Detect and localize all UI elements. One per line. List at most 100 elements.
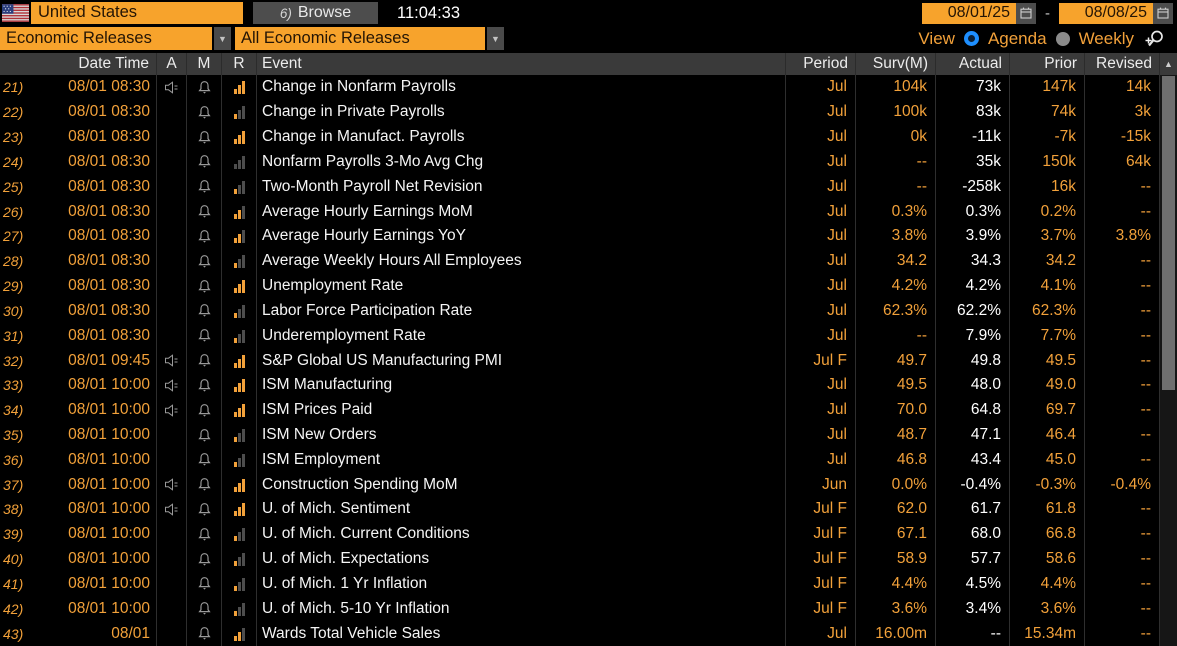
column-header-a[interactable]: A — [157, 53, 187, 75]
notification-cell[interactable] — [187, 397, 222, 423]
survey-value: 0.3% — [856, 199, 936, 224]
country-field[interactable]: United States — [31, 2, 243, 24]
scrollbar-track[interactable] — [1160, 75, 1177, 646]
notification-cell[interactable] — [187, 521, 222, 547]
table-row[interactable]: 37) 08/01 10:00 Construction Spending MoM J… — [0, 472, 1160, 498]
zoom-button[interactable] — [1143, 29, 1165, 49]
survey-value: 3.8% — [856, 223, 936, 249]
bell-icon — [197, 254, 211, 268]
row-datetime: 08/01 08:30 — [68, 277, 150, 295]
relevance-cell — [222, 397, 257, 423]
notification-cell[interactable] — [187, 546, 222, 572]
release-filter-dropdown-arrow-icon[interactable]: ▼ — [487, 27, 504, 50]
table-row[interactable]: 33) 08/01 10:00 ISM Manufacturing Jul 49.5 48… — [0, 372, 1160, 398]
row-number: 21) — [3, 79, 24, 96]
table-row[interactable]: 35) 08/01 10:00 ISM New Orders Jul 48.7 47.1 4… — [0, 422, 1160, 448]
notification-cell[interactable] — [187, 248, 222, 274]
bell-icon — [197, 105, 211, 119]
speaker-icon — [165, 354, 178, 367]
table-row[interactable]: 39) 08/01 10:00 U. of Mich. Current Condit… — [0, 521, 1160, 547]
event-name: Change in Private Payrolls — [257, 99, 786, 125]
view-option-agenda[interactable]: Agenda — [987, 28, 1047, 48]
table-row[interactable]: 24) 08/01 08:30 Nonfarm Payrolls 3-Mo Avg … — [0, 149, 1160, 175]
column-header-period[interactable]: Period — [786, 53, 856, 75]
sort-ascending-icon[interactable]: ▲ — [1164, 59, 1173, 69]
table-row[interactable]: 38) 08/01 10:00 U. of Mich. Sentiment Jul F… — [0, 497, 1160, 522]
radio-agenda-selected[interactable] — [963, 31, 979, 46]
notification-cell[interactable] — [187, 497, 222, 522]
radio-weekly[interactable] — [1055, 31, 1070, 46]
notification-cell[interactable] — [187, 422, 222, 448]
notification-cell[interactable] — [187, 621, 222, 646]
notification-cell[interactable] — [187, 75, 222, 100]
table-row[interactable]: 30) 08/01 08:30 Labor Force Participation … — [0, 298, 1160, 324]
bell-icon — [197, 180, 211, 193]
column-header-revised[interactable]: Revised — [1085, 53, 1160, 75]
column-header-event[interactable]: Event — [257, 53, 786, 75]
column-header-m[interactable]: M — [187, 53, 222, 75]
date-to-calendar-button[interactable] — [1153, 2, 1173, 24]
notification-cell[interactable] — [187, 472, 222, 498]
table-row[interactable]: 25) 08/01 08:30 Two-Month Payroll Net Revi… — [0, 174, 1160, 200]
table-row[interactable]: 32) 08/01 09:45 S&P Global US Manufacturin… — [0, 348, 1160, 373]
table-row[interactable]: 29) 08/01 08:30 Unemployment Rate Jul 4.2% 4.… — [0, 273, 1160, 299]
table-row[interactable]: 26) 08/01 08:30 Average Hourly Earnings Mo… — [0, 199, 1160, 224]
date-to-field[interactable]: 08/08/25 — [1059, 2, 1153, 24]
period-value: Jul F — [786, 596, 856, 622]
browse-button[interactable]: 6) Browse — [253, 2, 378, 24]
row-number: 29) — [3, 278, 24, 295]
revised-value: -- — [1085, 447, 1160, 473]
notification-cell[interactable] — [187, 174, 222, 200]
table-row[interactable]: 28) 08/01 08:30 Average Weekly Hours All E… — [0, 248, 1160, 274]
notification-cell[interactable] — [187, 99, 222, 125]
notification-cell[interactable] — [187, 372, 222, 398]
table-row[interactable]: 40) 08/01 10:00 U. of Mich. Expectations Ju… — [0, 546, 1160, 572]
notification-cell[interactable] — [187, 348, 222, 373]
view-option-weekly[interactable]: Weekly — [1078, 28, 1134, 48]
period-value: Jul F — [786, 348, 856, 373]
table-row[interactable]: 21) 08/01 08:30 Change in Nonfarm Payrolls… — [0, 75, 1160, 100]
column-header-prior[interactable]: Prior — [1010, 53, 1085, 75]
notification-cell[interactable] — [187, 273, 222, 299]
table-row[interactable]: 23) 08/01 08:30 Change in Manufact. Payrol… — [0, 124, 1160, 150]
row-datetime: 08/01 10:00 — [68, 450, 150, 468]
release-filter-dropdown[interactable]: All Economic Releases — [235, 27, 485, 50]
prior-value: 147k — [1010, 75, 1085, 100]
date-from-calendar-button[interactable] — [1016, 2, 1036, 24]
notification-cell[interactable] — [187, 447, 222, 473]
notification-cell[interactable] — [187, 124, 222, 150]
notification-cell[interactable] — [187, 223, 222, 249]
audio-alert-cell — [157, 174, 187, 200]
bell-icon — [197, 130, 211, 144]
notification-cell[interactable] — [187, 571, 222, 597]
relevance-bars-icon — [233, 279, 245, 294]
date-from-field[interactable]: 08/01/25 — [922, 2, 1016, 24]
column-header-survm[interactable]: Surv(M) — [856, 53, 936, 75]
relevance-bars-icon — [233, 205, 245, 219]
table-row[interactable]: 43) 08/01 Wards Total Vehicle Sales Jul 16.0… — [0, 621, 1160, 646]
notification-cell[interactable] — [187, 323, 222, 349]
notification-cell[interactable] — [187, 149, 222, 175]
table-row[interactable]: 31) 08/01 08:30 Underemployment Rate Jul -- 7… — [0, 323, 1160, 349]
relevance-cell — [222, 521, 257, 547]
column-header-r[interactable]: R — [222, 53, 257, 75]
table-row[interactable]: 36) 08/01 10:00 ISM Employment Jul 46.8 43.4 4… — [0, 447, 1160, 473]
survey-value: 70.0 — [856, 397, 936, 423]
table-row[interactable]: 22) 08/01 08:30 Change in Private Payrolls… — [0, 99, 1160, 125]
relevance-cell — [222, 596, 257, 622]
table-row[interactable]: 34) 08/01 10:00 ISM Prices Paid Jul 70.0 64.8… — [0, 397, 1160, 423]
release-type-dropdown-arrow-icon[interactable]: ▼ — [214, 27, 231, 50]
table-row[interactable]: 41) 08/01 10:00 U. of Mich. 1 Yr Inflation… — [0, 571, 1160, 597]
relevance-cell — [222, 199, 257, 224]
table-row[interactable]: 27) 08/01 08:30 Average Hourly Earnings Yo… — [0, 223, 1160, 249]
table-body: 21) 08/01 08:30 Change in Nonfarm Payrolls… — [0, 75, 1160, 646]
column-header-datetime[interactable]: Date Time — [0, 53, 157, 75]
scrollbar-thumb[interactable] — [1162, 76, 1175, 390]
release-type-dropdown[interactable]: Economic Releases — [0, 27, 212, 50]
table-row[interactable]: 42) 08/01 10:00 U. of Mich. 5-10 Yr Inflat… — [0, 596, 1160, 622]
notification-cell[interactable] — [187, 596, 222, 622]
notification-cell[interactable] — [187, 199, 222, 224]
top-toolbar: United States 6) Browse 11:04:33 08/01/2… — [0, 0, 1177, 26]
column-header-actual[interactable]: Actual — [936, 53, 1010, 75]
notification-cell[interactable] — [187, 298, 222, 324]
